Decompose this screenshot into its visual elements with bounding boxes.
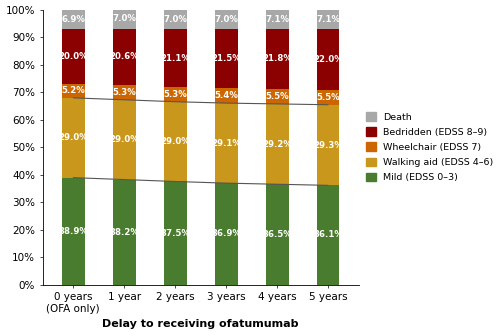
Legend: Death, Bedridden (EDSS 8–9), Wheelchair (EDSS 7), Walking aid (EDSS 4–6), Mild (: Death, Bedridden (EDSS 8–9), Wheelchair … bbox=[366, 112, 494, 182]
Bar bbox=[62, 98, 84, 178]
Bar bbox=[316, 29, 340, 89]
Bar bbox=[266, 29, 288, 89]
Bar bbox=[62, 178, 84, 285]
Text: 7.0%: 7.0% bbox=[163, 15, 187, 24]
Bar bbox=[113, 28, 136, 85]
Bar bbox=[266, 104, 288, 184]
Bar bbox=[214, 183, 238, 285]
Bar bbox=[214, 103, 238, 183]
Bar bbox=[113, 9, 136, 28]
Bar bbox=[214, 10, 238, 29]
Text: 37.5%: 37.5% bbox=[160, 228, 190, 238]
Bar bbox=[266, 89, 288, 104]
Bar bbox=[62, 28, 84, 83]
Bar bbox=[164, 182, 186, 285]
Text: 5.4%: 5.4% bbox=[214, 91, 238, 100]
Bar bbox=[164, 10, 186, 29]
Bar bbox=[316, 185, 340, 285]
Text: 36.9%: 36.9% bbox=[211, 229, 241, 239]
Text: 29.0%: 29.0% bbox=[110, 135, 139, 144]
Bar bbox=[266, 184, 288, 285]
Bar bbox=[164, 102, 186, 182]
Text: 29.2%: 29.2% bbox=[262, 140, 292, 149]
Text: 21.8%: 21.8% bbox=[262, 54, 292, 63]
Text: 36.1%: 36.1% bbox=[313, 230, 343, 240]
Bar bbox=[62, 83, 84, 98]
Text: 5.3%: 5.3% bbox=[112, 88, 136, 97]
Text: 5.3%: 5.3% bbox=[164, 90, 187, 99]
Text: 21.1%: 21.1% bbox=[160, 54, 190, 63]
Bar bbox=[113, 100, 136, 180]
Text: 7.0%: 7.0% bbox=[112, 14, 136, 23]
Text: 7.1%: 7.1% bbox=[316, 15, 340, 24]
Bar bbox=[316, 10, 340, 29]
Bar bbox=[214, 29, 238, 88]
Text: 38.9%: 38.9% bbox=[58, 227, 88, 236]
Bar bbox=[214, 88, 238, 103]
Text: 20.0%: 20.0% bbox=[58, 52, 88, 61]
Bar bbox=[113, 85, 136, 100]
Bar bbox=[266, 9, 288, 29]
Text: 6.9%: 6.9% bbox=[62, 14, 85, 23]
Text: 5.2%: 5.2% bbox=[62, 86, 85, 95]
Bar bbox=[316, 105, 340, 185]
Bar bbox=[164, 29, 186, 87]
Text: 38.2%: 38.2% bbox=[110, 227, 139, 237]
Bar bbox=[113, 180, 136, 285]
Text: 36.5%: 36.5% bbox=[262, 230, 292, 239]
Bar bbox=[316, 89, 340, 105]
Bar bbox=[62, 10, 84, 28]
Text: 7.1%: 7.1% bbox=[265, 14, 289, 23]
Text: 29.0%: 29.0% bbox=[160, 137, 190, 146]
Text: 7.0%: 7.0% bbox=[214, 15, 238, 24]
Text: 21.5%: 21.5% bbox=[211, 54, 241, 63]
Text: 5.5%: 5.5% bbox=[316, 93, 340, 102]
Text: 29.1%: 29.1% bbox=[211, 139, 241, 148]
X-axis label: Delay to receiving ofatumumab: Delay to receiving ofatumumab bbox=[102, 320, 299, 329]
Text: 20.6%: 20.6% bbox=[110, 52, 139, 61]
Bar bbox=[164, 87, 186, 102]
Text: 29.0%: 29.0% bbox=[58, 133, 88, 142]
Text: 22.0%: 22.0% bbox=[313, 55, 343, 64]
Text: 5.5%: 5.5% bbox=[266, 92, 289, 101]
Text: 29.3%: 29.3% bbox=[313, 141, 343, 149]
